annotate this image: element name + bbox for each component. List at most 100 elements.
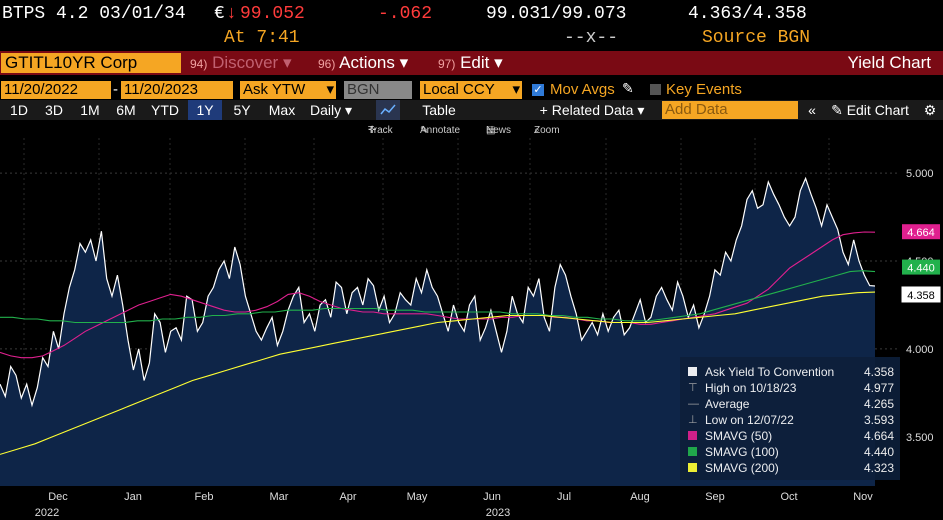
table-tab[interactable]: Table <box>422 102 456 118</box>
key-events-checkbox[interactable] <box>650 84 661 95</box>
source-input[interactable]: BGN <box>344 81 412 99</box>
end-date-input[interactable]: 11/20/2023 <box>121 81 233 99</box>
collapse-icon[interactable]: « <box>808 102 816 118</box>
chevron-down-icon: ▾ <box>326 81 334 98</box>
period-tab-ytd[interactable]: YTD <box>151 102 179 118</box>
yield-chart[interactable]: 3.5004.0004.5005.000DecJanFebMarAprMayJu… <box>0 138 943 520</box>
period-tab-1y[interactable]: 1Y <box>188 100 222 120</box>
legend-row[interactable]: ⊥ Low on 12/07/22 3.593 <box>688 412 894 428</box>
legend-label: High on 10/18/23 <box>705 381 797 395</box>
period-tab-1d[interactable]: 1D <box>10 102 28 118</box>
y-tick-label: 3.500 <box>906 432 934 444</box>
legend-value: 4.265 <box>863 397 894 411</box>
key-events-label: Key Events <box>666 81 742 98</box>
legend-low-icon: ⊥ <box>688 414 698 426</box>
series-sma100 <box>0 270 876 324</box>
field-select[interactable]: Ask YTW ▾ <box>240 81 336 99</box>
legend-swatch <box>688 447 697 456</box>
legend-label: Average <box>705 397 750 411</box>
legend-value: 4.664 <box>863 429 894 443</box>
pencil-icon: ✎ <box>831 102 843 118</box>
series-price <box>0 176 876 408</box>
related-data-button[interactable]: + Related Data ▾ <box>530 100 654 120</box>
frequency-select[interactable]: Daily ▾ <box>306 100 356 120</box>
period-tab-3d[interactable]: 3D <box>45 102 63 118</box>
y-tick-label: 5.000 <box>906 168 934 180</box>
plus-icon: + <box>539 102 548 118</box>
mov-avgs-checkbox[interactable]: ✓ <box>532 84 544 96</box>
actions-label: Actions <box>339 53 395 72</box>
news-label: News <box>486 125 512 136</box>
screen-title: Yield Chart <box>847 53 931 72</box>
price-area <box>0 178 875 486</box>
current-value-tag <box>902 224 940 240</box>
down-arrow-icon: ↓ <box>226 4 237 24</box>
start-date-input[interactable]: 11/20/2022 <box>1 81 111 99</box>
period-tab-1m[interactable]: 1M <box>80 102 100 118</box>
period-tab-max[interactable]: Max <box>268 102 296 118</box>
legend-row[interactable]: SMAVG (50) 4.664 <box>688 428 894 444</box>
edit-label: Edit <box>460 53 490 72</box>
crosshair-icon: ✛ <box>368 125 377 136</box>
legend-avg-icon: — <box>688 398 699 410</box>
legend-row[interactable]: SMAVG (200) 4.323 <box>688 460 894 476</box>
annotate-label: Annotate <box>420 125 461 136</box>
security-name: BTPS 4.2 03/01/34 <box>2 4 186 24</box>
track-label: Track <box>368 125 393 136</box>
chevron-down-icon: ▾ <box>344 102 353 118</box>
currency-symbol: € <box>214 4 225 24</box>
settings-gear-icon[interactable]: ⚙ <box>923 102 937 118</box>
legend-label: SMAVG (50) <box>705 429 773 443</box>
x-tick-label: Feb <box>195 491 214 503</box>
legend-value: 4.323 <box>863 461 894 475</box>
discover-label: Discover <box>212 53 279 72</box>
yield-bid-ask: 4.363/4.358 <box>688 4 807 24</box>
date-controls: 11/20/2022 - 11/20/2023 Ask YTW ▾ BGN Lo… <box>0 80 943 100</box>
field-label: Ask YTW <box>243 81 306 98</box>
period-tab-6m[interactable]: 6M <box>116 102 136 118</box>
annotate-icon: ✎ <box>420 125 429 136</box>
chevron-down-icon: ▾ <box>282 53 292 72</box>
bid-ask: 99.031/99.073 <box>486 4 627 24</box>
currency-select[interactable]: Local CCY ▾ <box>420 81 522 99</box>
legend-row[interactable]: ⊤ High on 10/18/23 4.977 <box>688 380 894 396</box>
legend-high-icon: ⊤ <box>688 382 698 394</box>
current-value-sma50: 4.664 <box>907 227 935 239</box>
actions-num: 96) <box>318 57 336 71</box>
x-tick-label: Mar <box>270 491 289 503</box>
frequency-label: Daily <box>309 102 342 118</box>
mov-avgs-label: Mov Avgs <box>550 81 615 98</box>
x-tick-label: Jan <box>124 491 142 503</box>
ticker-field[interactable]: GTITL10YR Corp <box>1 53 181 73</box>
year-label: 2022 <box>35 507 59 519</box>
period-tab-5y[interactable]: 5Y <box>233 102 251 118</box>
legend-swatch <box>688 463 697 472</box>
edit-chart-label: Edit Chart <box>846 102 909 118</box>
legend-swatch <box>688 431 697 440</box>
legend-value: 4.440 <box>863 445 894 459</box>
legend-swatch <box>688 367 697 376</box>
y-tick-label: 4.000 <box>906 344 934 356</box>
legend-row[interactable]: — Average 4.265 <box>688 396 894 412</box>
legend-row[interactable]: SMAVG (100) 4.440 <box>688 444 894 460</box>
year-label: 2023 <box>486 507 510 519</box>
discover-button[interactable]: 94) Discover ▾ <box>190 51 291 75</box>
legend-label: Ask Yield To Convention <box>705 365 835 379</box>
x-tick-label: Jun <box>483 491 501 503</box>
current-value-price: 4.358 <box>907 290 935 302</box>
edit-button[interactable]: 97) Edit ▾ <box>438 51 503 75</box>
period-bar: 1D 3D 1M 6M YTD 1Y 5Y Max Daily ▾ Table + Relat… <box>0 100 943 120</box>
x-tick-label: May <box>407 491 428 503</box>
add-data-input[interactable]: Add Data <box>662 101 798 119</box>
last-price: 99.052 <box>240 4 305 24</box>
edit-chart-button[interactable]: ✎ Edit Chart <box>824 100 916 120</box>
chevron-down-icon: ▾ <box>399 53 409 72</box>
legend-row[interactable]: Ask Yield To Convention 4.358 <box>688 364 894 380</box>
x-tick-label: Dec <box>48 491 68 503</box>
x-tick-label: Sep <box>705 491 725 503</box>
line-chart-icon[interactable] <box>376 100 400 120</box>
pencil-icon[interactable]: ✎ <box>622 80 634 96</box>
current-value-tag <box>901 286 941 303</box>
actions-button[interactable]: 96) Actions ▾ <box>318 51 408 75</box>
series-sma200 <box>0 291 876 455</box>
